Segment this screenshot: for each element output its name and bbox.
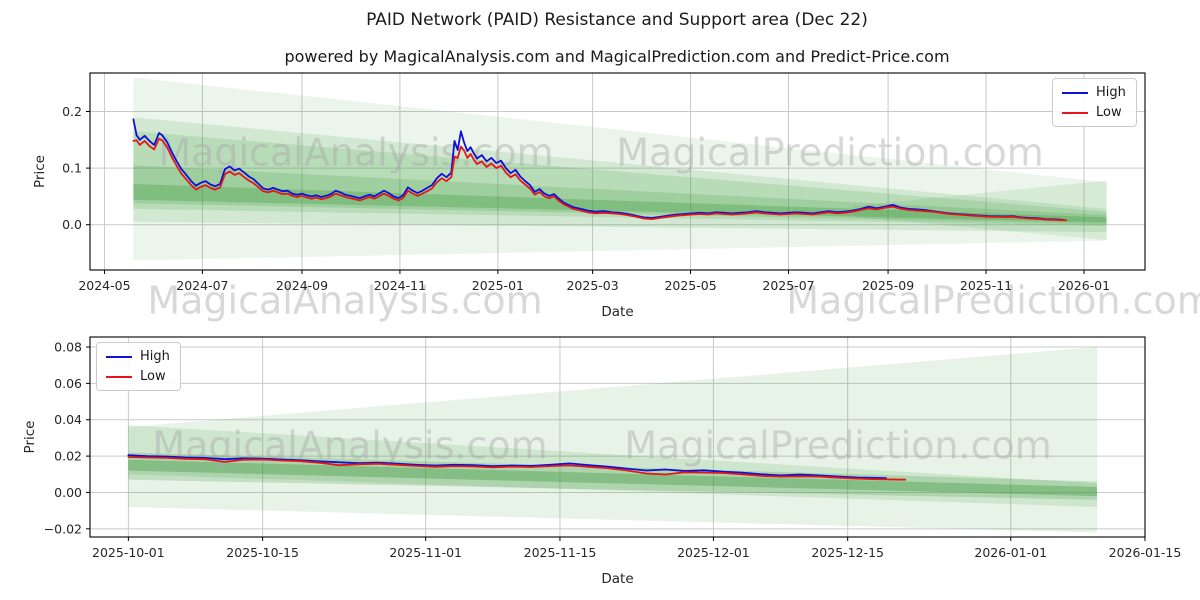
y-tick-label: 0.02 bbox=[54, 449, 82, 464]
y-tick-label: 0.2 bbox=[62, 104, 82, 119]
low-line-swatch bbox=[106, 375, 132, 378]
support-resistance-band bbox=[128, 459, 1097, 497]
x-tick-label: 2025-09 bbox=[862, 278, 914, 293]
x-tick-label: 2025-10-15 bbox=[226, 545, 299, 560]
legend-item-high: High bbox=[1062, 85, 1126, 100]
plot-border bbox=[89, 336, 1146, 538]
watermark-text: MagicalAnalysis.com bbox=[147, 279, 542, 323]
low-line bbox=[132, 137, 1068, 222]
support-resistance-band bbox=[852, 180, 1107, 240]
bottom-chart-legend: High Low bbox=[96, 342, 181, 391]
x-tick-label: 2025-03 bbox=[566, 278, 618, 293]
high-line-swatch bbox=[1062, 91, 1088, 94]
watermark-text: MagicalPrediction.com bbox=[616, 131, 1044, 175]
x-tick-label: 2024-05 bbox=[78, 278, 130, 293]
y-tick-label: −0.02 bbox=[44, 521, 82, 536]
x-tick-label: 2025-01 bbox=[472, 278, 524, 293]
x-tick-label: 2026-01-01 bbox=[974, 545, 1047, 560]
y-tick-label: 0.08 bbox=[54, 340, 82, 355]
legend-label-low: Low bbox=[1096, 105, 1122, 120]
x-tick-label: 2026-01 bbox=[1058, 278, 1110, 293]
page-title: PAID Network (PAID) Resistance and Suppo… bbox=[366, 10, 868, 30]
x-tick-label: 2024-09 bbox=[276, 278, 328, 293]
y-tick-label: 0.1 bbox=[62, 161, 82, 176]
x-tick-label: 2025-11-15 bbox=[524, 545, 597, 560]
low-line-swatch bbox=[1062, 111, 1088, 114]
y-axis-label: Price bbox=[32, 155, 48, 188]
watermark-text: MagicalPrediction.com bbox=[786, 279, 1200, 323]
x-tick-label: 2024-11 bbox=[374, 278, 426, 293]
high-line bbox=[132, 118, 1064, 221]
support-resistance-band bbox=[133, 184, 1107, 223]
support-resistance-band bbox=[128, 347, 1097, 533]
page-subtitle: powered by MagicalAnalysis.com and Magic… bbox=[284, 47, 950, 66]
watermark-text: MagicalPrediction.com bbox=[624, 424, 1052, 468]
x-tick-label: 2025-07 bbox=[762, 278, 814, 293]
x-tick-label: 2025-11 bbox=[960, 278, 1012, 293]
high-line-swatch bbox=[106, 355, 132, 358]
top-chart-legend: High Low bbox=[1052, 78, 1137, 127]
high-line bbox=[127, 454, 887, 479]
legend-item-high: High bbox=[106, 349, 170, 364]
y-tick-label: 0.06 bbox=[54, 376, 82, 391]
x-tick-label: 2025-11-01 bbox=[389, 545, 462, 560]
x-axis-label: Date bbox=[601, 571, 633, 587]
plot-border bbox=[89, 72, 1146, 271]
support-resistance-band bbox=[133, 131, 1107, 226]
legend-label-high: High bbox=[140, 349, 170, 364]
x-tick-label: 2025-12-01 bbox=[677, 545, 750, 560]
support-resistance-band bbox=[133, 77, 1107, 261]
y-tick-label: 0.00 bbox=[54, 485, 82, 500]
x-tick-label: 2025-05 bbox=[664, 278, 716, 293]
x-axis-label: Date bbox=[601, 304, 633, 320]
legend-item-low: Low bbox=[106, 369, 170, 384]
x-tick-label: 2025-10-01 bbox=[92, 545, 165, 560]
low-line bbox=[127, 456, 907, 481]
y-tick-label: 0.0 bbox=[62, 217, 82, 232]
legend-label-high: High bbox=[1096, 85, 1126, 100]
support-resistance-band bbox=[133, 117, 1107, 233]
legend-item-low: Low bbox=[1062, 105, 1126, 120]
y-axis-label: Price bbox=[22, 421, 38, 454]
legend-label-low: Low bbox=[140, 369, 166, 384]
x-tick-label: 2026-01-15 bbox=[1109, 545, 1182, 560]
x-tick-label: 2025-12-15 bbox=[811, 545, 884, 560]
support-resistance-band bbox=[128, 425, 1097, 507]
watermark-text: MagicalAnalysis.com bbox=[158, 131, 553, 175]
x-tick-label: 2024-07 bbox=[176, 278, 228, 293]
y-tick-label: 0.04 bbox=[54, 412, 82, 427]
